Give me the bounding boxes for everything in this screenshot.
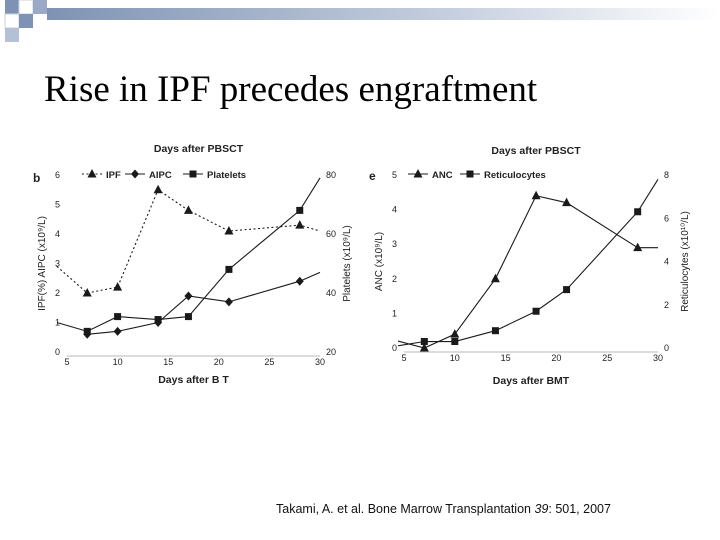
chart-b-point-ipf [153,184,163,194]
chart-b-y-right-tick-label: 80 [326,170,336,180]
chart-b-point-aipc [295,276,304,286]
chart-b-x-tick-label: 20 [214,357,224,367]
chart-b-title: Days after PBSCT [154,143,244,155]
citation: Takami, A. et al. Bone Marrow Transplant… [276,502,611,516]
chart-b-x-tick-label: 25 [264,357,274,367]
chart-e-legend-label: Reticulocytes [484,170,546,181]
chart-b-legend-marker [131,169,139,179]
decorative-squares [4,0,720,42]
deco-square [19,14,33,28]
chart-b-panel-label: b [33,171,40,185]
chart-e-y-right-axis-label: Reticulocytes (x10¹⁰/L) [680,211,691,312]
chart-b-y-left-tick-label: 6 [55,170,60,180]
chart-b-point-aipc [113,326,122,336]
chart-e-y-left-tick-label: 4 [392,205,397,215]
chart-b-y-left-tick-label: 2 [55,288,60,298]
chart-b-point-ipf [295,220,305,229]
chart-e-point-anc [633,242,643,252]
chart-b-point-platelets [114,313,122,321]
deco-square [5,0,19,14]
chart-b-legend-label: Platelets [207,170,246,181]
chart-b-y-left-tick-label: 5 [55,200,60,210]
chart-b-legend-marker [189,170,197,178]
chart-e-y-right-tick-label: 0 [664,343,669,353]
chart-b-x-axis-label: Days after B T [158,374,229,386]
chart-e-x-tick-label: 25 [602,353,612,363]
chart-e-y-left-tick-label: 5 [392,170,397,180]
chart-b-series-line-platelets [56,177,321,332]
chart-e-point-reticulocytes [491,327,499,335]
citation-volume: 39 [534,502,549,516]
chart-e-legend-marker [413,169,423,178]
chart-e-x-tick-label: 20 [551,353,561,363]
chart-e-y-right-tick-label: 8 [664,170,669,180]
chart-b-point-aipc [184,291,193,301]
chart-e-y-left-tick-label: 0 [392,343,397,353]
chart-e-x-tick-label: 15 [501,353,511,363]
chart-e-point-reticulocytes [634,208,642,216]
chart-b-y-left-tick-label: 3 [55,259,60,269]
chart-b-legend-label: AIPC [149,170,172,181]
chart-e-point-reticulocytes [563,286,571,294]
chart-b-point-platelets [296,206,304,214]
chart-e-point-reticulocytes [420,338,428,346]
chart-b-point-platelets [154,316,162,324]
chart-b-point-ipf [113,282,123,291]
chart-e-y-right-tick-label: 2 [664,300,669,310]
chart-b-y-right-tick-label: 20 [326,347,336,357]
slide-title: Rise in IPF precedes engraftment [44,69,538,110]
chart-b-point-aipc [224,297,233,307]
chart-e-x-tick-label: 10 [450,353,460,363]
chart-b-point-platelets [225,265,233,273]
chart-e-series-line-anc [397,195,658,349]
chart-b-legend-label: IPF [106,170,121,181]
chart-e-series-line-reticulocytes [397,179,659,347]
chart-e-y-left-axis-label: ANC (x10⁹/L) [374,232,385,291]
chart-e-title: Days after PBSCT [491,145,581,157]
deco-square [5,28,19,42]
chart-b-y-right-axis-label: Platelets (x10⁹/L) [342,225,353,302]
chart-e-legend-marker [466,170,474,178]
chart-b-series-line-aipc [87,271,321,335]
chart-b-x-tick-label: 10 [113,357,123,367]
chart-b-y-left-tick-label: 0 [55,347,60,357]
chart-e-point-anc [562,197,572,207]
chart-e-x-tick-label: 5 [401,353,406,363]
chart-b-series-line-ipf [56,188,321,294]
chart-e-panel-label: e [369,169,376,183]
chart-b-point-ipf [82,288,92,297]
chart-e-point-anc [450,329,460,338]
chart-b-x-tick-label: 30 [315,357,325,367]
chart-e-x-axis-label: Days after BMT [493,375,570,387]
chart-e-point-reticulocytes [532,307,540,315]
chart-b-legend-marker [87,169,97,178]
chart-e-x-tick-label: 30 [653,353,663,363]
chart-e-y-left-tick-label: 3 [392,239,397,249]
deco-bar [47,8,720,20]
chart-e-y-right-tick-label: 6 [664,213,669,223]
citation-prefix: Takami, A. et al. Bone Marrow Transplant… [276,502,535,516]
chart-e-y-left-tick-label: 2 [392,274,397,284]
chart-b-x-tick-label: 15 [163,357,173,367]
chart-e-point-anc [531,190,541,200]
chart-b-point-platelets [184,313,192,321]
chart-b-x-tick-label: 5 [64,357,69,367]
chart-b-y-right-tick-label: 40 [326,288,336,298]
chart-e-point-anc [490,273,500,283]
chart-b-point-ipf [183,205,193,214]
chart-b-point-platelets [83,327,91,335]
chart-b-y-right-tick-label: 60 [326,229,336,239]
chart-b-y-left-axis-label: IPF(%) AIPC (x10⁹/L) [37,216,48,311]
citation-suffix: : 501, 2007 [548,502,611,516]
chart-e-y-right-tick-label: 4 [664,257,669,267]
deco-square [33,0,47,14]
chart-b-point-ipf [224,226,234,235]
chart-e-y-left-tick-label: 1 [392,308,397,318]
chart-e-legend-label: ANC [432,170,453,181]
chart-e-point-reticulocytes [451,338,459,346]
chart-e-point-anc [419,343,429,352]
chart-b-y-left-tick-label: 4 [55,229,60,239]
